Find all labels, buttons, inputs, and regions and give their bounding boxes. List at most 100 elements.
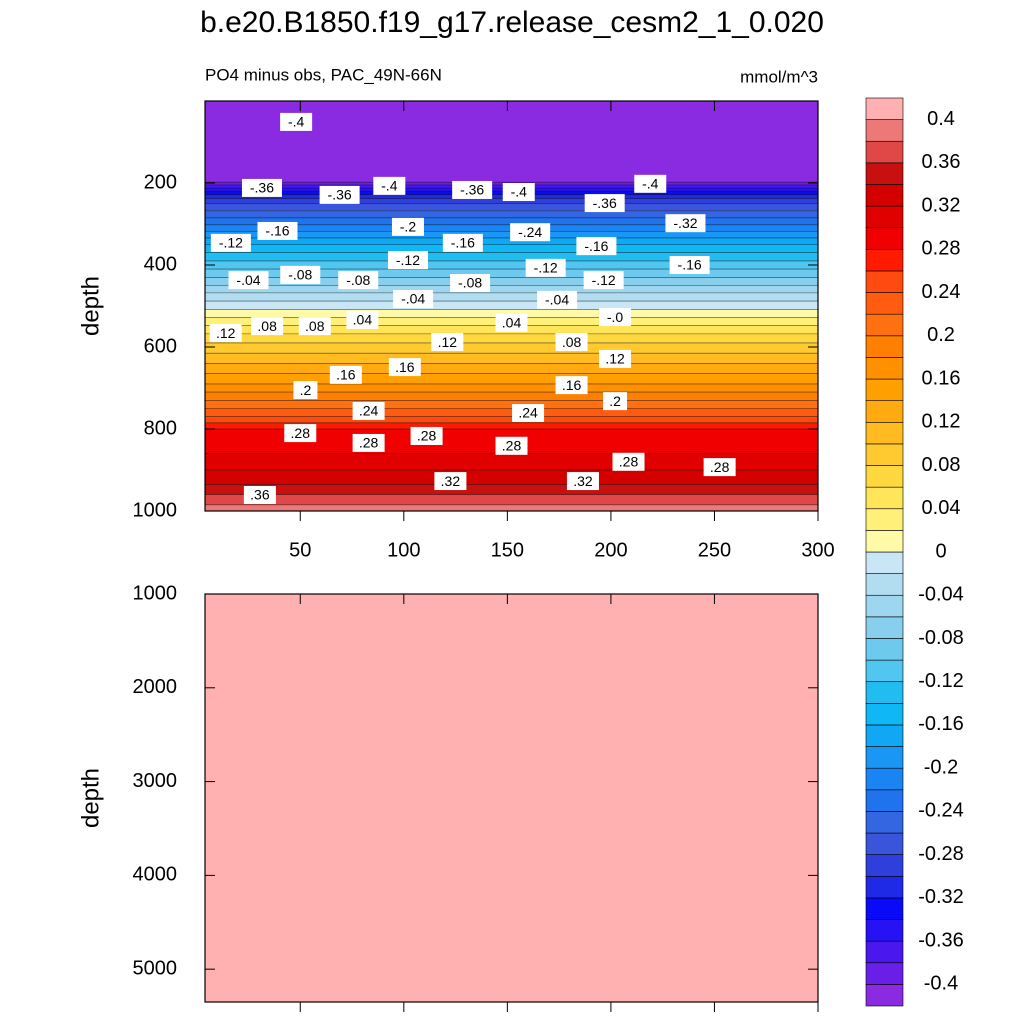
colorbar-box <box>865 249 904 272</box>
y-tick-label: 1000 <box>133 582 178 604</box>
contour-label-box <box>450 274 491 293</box>
colorbar-tick-label: 0.2 <box>927 324 955 346</box>
contour-band <box>205 269 818 278</box>
contour-label-box <box>293 381 318 400</box>
contour-label: -.32 <box>673 215 697 231</box>
contour-band <box>205 363 818 374</box>
colorbar-tick-label: 0.28 <box>922 238 961 260</box>
y-tick-label: 5000 <box>133 957 178 979</box>
colorbar-box <box>865 97 904 120</box>
contour-label: -.24 <box>518 224 542 240</box>
colorbar-box <box>865 875 904 899</box>
colorbar-box <box>865 335 904 358</box>
contour-label: -.16 <box>265 223 289 239</box>
contour-label: -.16 <box>678 257 702 273</box>
contour-label-box <box>391 217 424 236</box>
contour-label: -.16 <box>584 238 608 254</box>
colorbar-box <box>865 421 904 445</box>
colorbar-box <box>865 919 904 942</box>
colorbar-box <box>865 551 904 574</box>
colorbar-box <box>865 962 904 985</box>
contour-band <box>205 416 818 423</box>
contour-label-box <box>665 214 706 233</box>
colorbar-box <box>865 313 904 337</box>
contour-label: -.12 <box>534 260 558 276</box>
contour-label: -.04 <box>545 292 569 308</box>
y-tick-label: 200 <box>144 171 177 193</box>
contour-label: -.36 <box>328 187 352 203</box>
contour-label-box <box>251 317 284 336</box>
contour-label-box <box>393 290 434 309</box>
colorbar-tick-label: 0.08 <box>922 454 961 476</box>
contour-label: .12 <box>216 325 236 341</box>
contour-band <box>205 470 818 485</box>
colorbar-box <box>865 508 904 531</box>
y-tick-label: 4000 <box>133 864 178 886</box>
colorbar-tick-label: -0.08 <box>918 627 964 649</box>
contour-label: .24 <box>518 405 538 421</box>
contour-label-box <box>434 472 467 491</box>
contour-label-box <box>352 433 385 452</box>
panel: 200 400 600 800 1000 50 100 150 200 250 300 depth -.… <box>77 100 835 561</box>
contour-band <box>205 408 818 417</box>
contour-label-box <box>703 458 736 477</box>
contour-label: .28 <box>417 428 437 444</box>
contour-label-box <box>241 178 282 197</box>
chart-title: b.e20.B1850.f19_g17.release_cesm2_1_0.02… <box>200 6 824 39</box>
contour-label-box <box>634 174 667 193</box>
contour-band <box>205 210 818 218</box>
colorbar-box <box>865 184 904 207</box>
plot-frame <box>204 100 819 512</box>
colorbar-box <box>865 854 904 877</box>
colorbar-box <box>865 832 904 855</box>
contour-label: -.12 <box>219 235 243 251</box>
colorbar-box <box>865 724 904 747</box>
colorbar-tick-label: -0.36 <box>918 929 964 951</box>
contour-label: .32 <box>573 473 593 489</box>
y-tick-label: 400 <box>144 253 177 275</box>
units: mmol/m^3 <box>740 67 818 86</box>
contour-label-box <box>599 308 632 327</box>
contour-band <box>205 484 818 495</box>
contour-label: -.4 <box>511 184 528 200</box>
contour-label: .08 <box>305 318 325 334</box>
contour-label: -.16 <box>451 235 475 251</box>
y-tick-label: 2000 <box>133 676 178 698</box>
colorbar-box <box>865 227 904 250</box>
contour-band <box>205 594 818 1002</box>
contour-label: .36 <box>250 487 270 503</box>
contour-label-box <box>329 365 362 384</box>
colorbar-box <box>865 984 904 1007</box>
x-tick-label: 300 <box>801 539 834 561</box>
contour-label: .04 <box>353 312 373 328</box>
colorbar-box <box>865 205 904 229</box>
contour-label-box <box>284 424 317 443</box>
colorbar-box <box>865 638 904 661</box>
contour-label-box <box>298 317 331 336</box>
y-tick-label: 1000 <box>133 499 178 521</box>
colorbar-box <box>865 940 904 964</box>
y-tick-label: 800 <box>144 417 177 439</box>
contour-band <box>205 292 818 302</box>
contour-label: .12 <box>438 334 458 350</box>
contour-label-box <box>209 324 242 343</box>
contour-label: -.4 <box>381 178 398 194</box>
colorbar-tick-label: -0.04 <box>918 584 964 606</box>
contour-label: -.2 <box>400 219 417 235</box>
colorbar-box <box>865 789 904 812</box>
colorbar-tick-label: 0.12 <box>922 411 961 433</box>
contour-band <box>205 203 818 211</box>
x-tick-label: 250 <box>698 539 731 561</box>
colorbar-box <box>865 616 904 639</box>
contour-label-box <box>669 256 710 274</box>
contour-label-box <box>352 401 385 420</box>
colorbar-box <box>865 119 904 142</box>
contour-label: .2 <box>609 393 621 409</box>
contour-label: .28 <box>619 454 639 470</box>
contour-label: .04 <box>502 315 522 331</box>
contour-band <box>205 383 818 393</box>
contour-label: -.36 <box>250 180 274 196</box>
contour-band <box>205 198 818 204</box>
contour-label: .16 <box>336 367 356 383</box>
